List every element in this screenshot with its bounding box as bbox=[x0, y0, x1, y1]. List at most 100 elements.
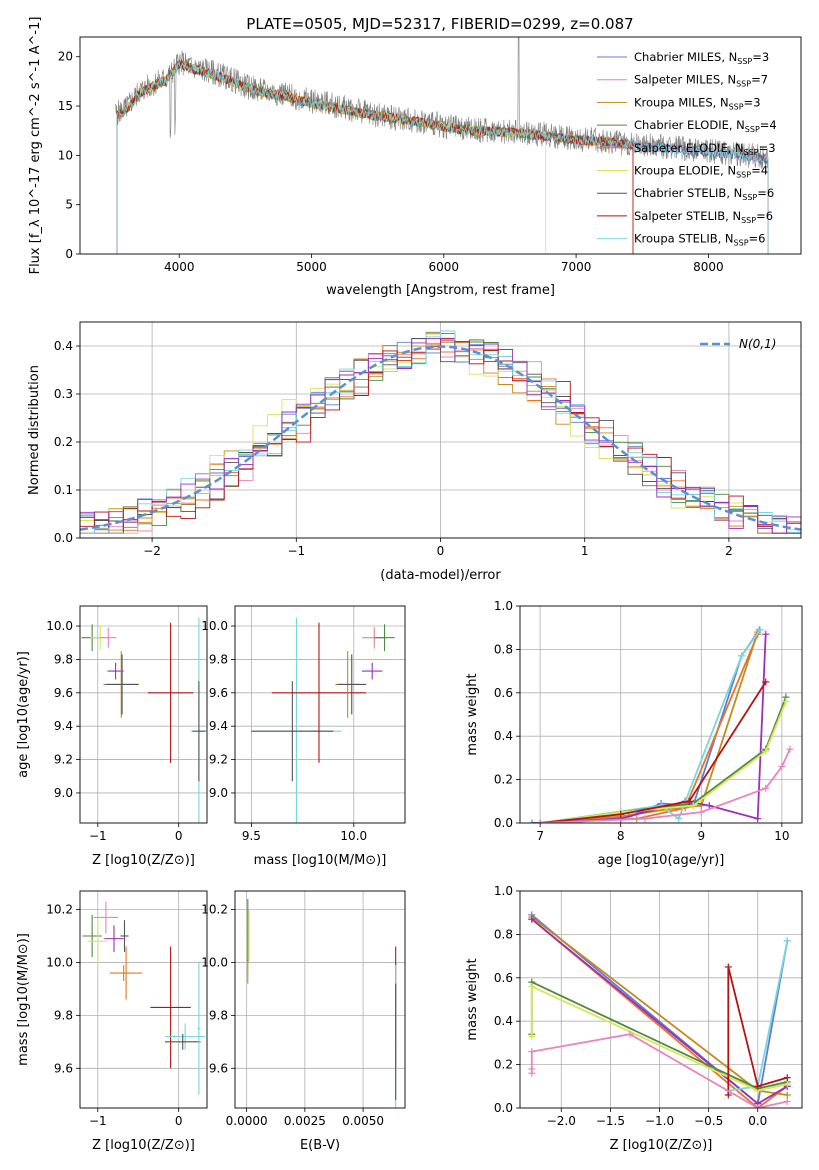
y-tick-label: 9.6 bbox=[209, 686, 228, 700]
y-tick-label: 0 bbox=[65, 247, 73, 261]
y-tick-label: 1.0 bbox=[494, 599, 513, 613]
spectrum-model-line bbox=[116, 60, 634, 254]
massweight-marker bbox=[762, 678, 770, 686]
x-tick-label: 0.0 bbox=[748, 1114, 767, 1128]
y-tick-label: 0.0 bbox=[54, 531, 73, 545]
x-axis-label: E(B-V) bbox=[300, 1138, 340, 1153]
legend-label: Kroupa MILES, NSSP=3 bbox=[634, 95, 761, 111]
legend-nssp-value: 4 bbox=[761, 164, 768, 178]
plot-area bbox=[80, 891, 207, 1108]
x-tick-label: −2.0 bbox=[547, 1114, 576, 1128]
axes-frame bbox=[519, 890, 803, 1109]
massweight-marker bbox=[783, 1091, 791, 1099]
legend-model-name: Chabrier ELODIE bbox=[634, 118, 729, 132]
y-axis-label: age [log10(age/yr)] bbox=[16, 651, 31, 778]
y-axis-label: mass [log10(M/M⊙)] bbox=[16, 933, 31, 1066]
chart-age-vs-Z: −1 0 9.0 9.2 9.4 9.6 9.8 10.0 Z [log10(Z/Z⊙)] age… bbox=[16, 605, 208, 868]
massweight-marker bbox=[756, 626, 764, 634]
y-tick-label: 0.0 bbox=[494, 816, 513, 830]
legend-nssp-value: 3 bbox=[753, 95, 760, 109]
x-tick-label: −1.5 bbox=[596, 1114, 625, 1128]
massweight-line bbox=[727, 966, 788, 1095]
y-tick-label: 10.2 bbox=[46, 903, 73, 917]
massweight-marker bbox=[528, 982, 536, 990]
y-tick-label: 9.8 bbox=[54, 652, 73, 666]
chart-spectrum: 4000 5000 6000 7000 8000 0 5 10 15 20 Chabrier MIL… bbox=[28, 17, 802, 298]
legend-label-gaussian: N(0,1) bbox=[739, 337, 776, 351]
massweight-marker bbox=[528, 1065, 536, 1073]
y-tick-label: 10.0 bbox=[201, 619, 228, 633]
x-tick-label: −1 bbox=[89, 1114, 107, 1128]
legend-nssp-equals: = bbox=[759, 141, 769, 155]
plot-area bbox=[235, 606, 405, 823]
y-axis-label: mass weight bbox=[465, 673, 480, 755]
legend-nssp-subscript: SSP bbox=[745, 125, 760, 134]
massweight-marker bbox=[762, 784, 770, 792]
massweight-marker bbox=[783, 1080, 791, 1088]
legend-nssp-value: 6 bbox=[766, 209, 773, 223]
spectrum-model-line bbox=[116, 61, 769, 254]
legend-label: Kroupa STELIB, NSSP=6 bbox=[634, 232, 766, 248]
x-tick-label: 5000 bbox=[296, 260, 327, 274]
x-tick-label: 4000 bbox=[164, 260, 195, 274]
x-tick-label: 9 bbox=[697, 829, 705, 843]
plot-area bbox=[520, 891, 802, 1108]
legend-model-name: Kroupa MILES bbox=[634, 95, 713, 109]
plot-area bbox=[520, 606, 802, 823]
chart-massweight-vs-Z: −2.0 −1.5 −1.0 −0.5 0.0 0.0 0.2 0.4 0.6 0.8 1.0 Z [… bbox=[465, 884, 803, 1153]
y-tick-label: 5 bbox=[65, 198, 73, 212]
legend-nssp-value: 3 bbox=[762, 50, 769, 64]
massweight-marker bbox=[685, 797, 693, 805]
massweight-marker bbox=[738, 652, 746, 660]
massweight-marker bbox=[617, 810, 625, 818]
axes-frame bbox=[79, 890, 208, 1109]
y-tick-label: 9.8 bbox=[209, 652, 228, 666]
plot-area bbox=[80, 322, 801, 538]
x-tick-label: −0.5 bbox=[694, 1114, 723, 1128]
y-tick-label: 9.2 bbox=[54, 753, 73, 767]
y-tick-label: 0.4 bbox=[494, 729, 513, 743]
legend-model-name: Salpeter ELODIE bbox=[634, 141, 728, 155]
legend-nssp-value: 6 bbox=[758, 232, 765, 246]
x-tick-label: −1.0 bbox=[645, 1114, 674, 1128]
spectrum-model-line bbox=[116, 60, 769, 254]
axes-frame bbox=[79, 321, 802, 539]
y-tick-label: 0.1 bbox=[54, 483, 73, 497]
y-tick-label: 10 bbox=[58, 148, 73, 162]
x-tick-label: 7 bbox=[536, 829, 544, 843]
y-tick-label: 9.6 bbox=[54, 1061, 73, 1075]
x-tick-label: 10.0 bbox=[340, 829, 367, 843]
massweight-marker bbox=[528, 1032, 536, 1040]
massweight-marker bbox=[528, 1048, 536, 1056]
legend-model-name: Salpeter STELIB bbox=[634, 209, 725, 223]
y-tick-label: 0.4 bbox=[54, 339, 73, 353]
x-axis-label: Z [log10(Z/Z⊙)] bbox=[92, 853, 195, 868]
massweight-marker bbox=[697, 808, 705, 816]
y-tick-label: 9.8 bbox=[209, 1008, 228, 1022]
legend-nssp-symbol: , N bbox=[728, 141, 744, 155]
massweight-marker bbox=[762, 630, 770, 638]
massweight-marker bbox=[705, 802, 713, 810]
legend-nssp-symbol: , N bbox=[726, 186, 742, 200]
plot-area bbox=[80, 606, 207, 823]
legend-label: Kroupa ELODIE, NSSP=4 bbox=[634, 164, 768, 180]
x-axis-label: Z [log10(Z/Z⊙)] bbox=[610, 1138, 713, 1153]
massweight-marker bbox=[762, 747, 770, 755]
x-tick-label: −1 bbox=[89, 829, 107, 843]
plot-area bbox=[235, 891, 405, 1108]
massweight-marker bbox=[724, 1091, 732, 1099]
x-tick-label: 7000 bbox=[561, 260, 592, 274]
y-axis-label: mass weight bbox=[465, 958, 480, 1040]
legend-nssp-symbol: , N bbox=[729, 118, 745, 132]
massweight-marker bbox=[754, 815, 762, 823]
massweight-marker bbox=[754, 1082, 762, 1090]
axes-frame bbox=[79, 605, 208, 824]
legend-nssp-subscript: SSP bbox=[736, 171, 751, 180]
massweight-marker bbox=[778, 763, 786, 771]
x-axis-label: wavelength [Angstrom, rest frame] bbox=[326, 283, 555, 298]
legend-nssp-subscript: SSP bbox=[737, 57, 752, 66]
x-tick-label: 0 bbox=[437, 544, 445, 558]
y-tick-label: 0.2 bbox=[54, 435, 73, 449]
